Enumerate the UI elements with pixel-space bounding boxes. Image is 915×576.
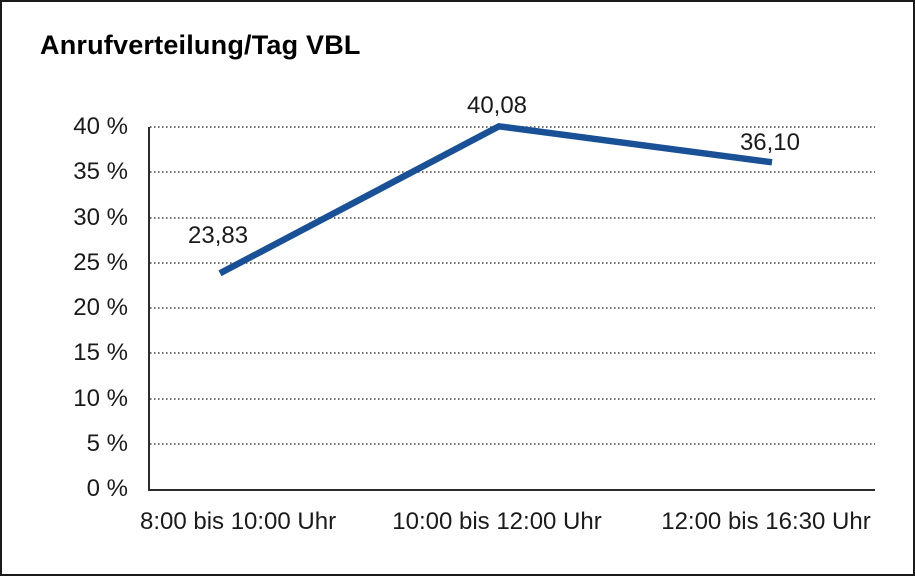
x-category-label: 12:00 bis 16:30 Uhr	[661, 508, 871, 535]
y-tick-label: 15 %	[73, 339, 128, 367]
y-tick-label: 25 %	[73, 248, 128, 276]
data-point-label: 23,83	[188, 222, 249, 250]
y-tick-label: 30 %	[73, 203, 128, 231]
plot-area	[148, 122, 875, 491]
y-tick-label: 20 %	[73, 294, 128, 321]
x-category-label: 10:00 bis 12:00 Uhr	[392, 508, 602, 535]
chart-title: Anrufverteilung/Tag VBL	[40, 30, 361, 60]
y-tick-label: 5 %	[86, 429, 128, 457]
y-tick-label: 40 %	[73, 113, 128, 140]
y-tick-label: 10 %	[73, 384, 128, 412]
x-category-label: 8:00 bis 10:00 Uhr	[139, 508, 337, 535]
y-tick-label: 35 %	[73, 158, 128, 186]
line-series-svg	[218, 122, 773, 277]
data-point-label: 36,10	[739, 129, 800, 157]
data-line	[218, 122, 773, 277]
data-point-label: 40,08	[466, 92, 528, 120]
y-tick-label: 0 %	[86, 475, 128, 502]
